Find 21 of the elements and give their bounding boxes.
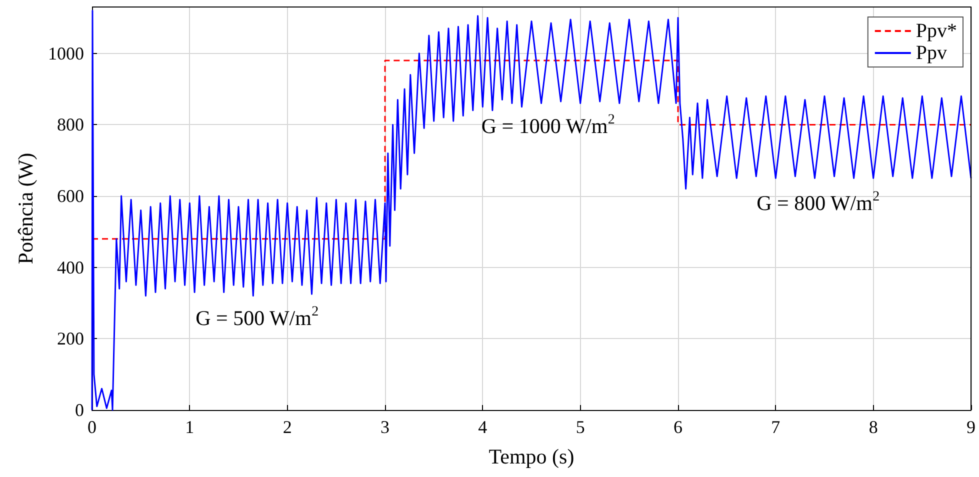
x-tick-label: 5 xyxy=(576,417,585,437)
x-tick-label: 8 xyxy=(868,417,878,437)
y-tick-label: 400 xyxy=(57,257,84,278)
x-tick-label: 6 xyxy=(674,417,682,437)
legend-label: Ppv* xyxy=(916,20,957,42)
x-tick-label: 9 xyxy=(966,417,976,437)
legend-label: Ppv xyxy=(916,42,947,64)
y-tick-label: 1000 xyxy=(48,43,84,64)
y-tick-label: 200 xyxy=(57,328,84,349)
y-axis-title: Potência (W) xyxy=(14,152,38,264)
y-tick-label: 800 xyxy=(57,114,84,135)
x-tick-label: 1 xyxy=(185,417,194,437)
x-tick-label: 7 xyxy=(771,417,780,437)
y-tick-label: 0 xyxy=(75,400,84,420)
x-tick-label: 2 xyxy=(282,417,292,437)
x-axis-title: Tempo (s) xyxy=(488,444,574,468)
y-tick-label: 600 xyxy=(57,186,84,206)
x-tick-label: 3 xyxy=(380,417,390,437)
x-tick-label: 4 xyxy=(478,417,488,437)
x-tick-label: 0 xyxy=(88,417,96,437)
line-series xyxy=(91,10,972,411)
